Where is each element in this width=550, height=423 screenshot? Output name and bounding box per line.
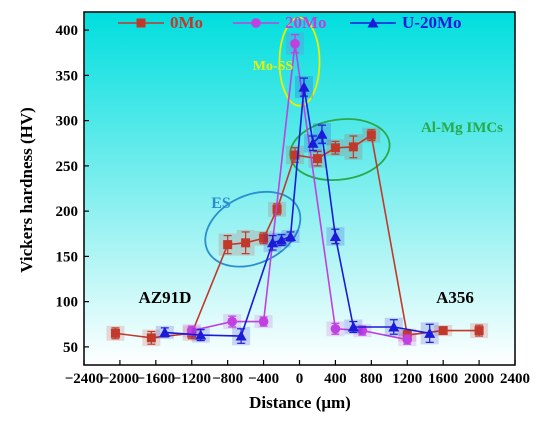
- data-point-s0mo: [110, 328, 120, 338]
- data-point-s20mo: [227, 316, 237, 327]
- y-tick-label: 400: [56, 23, 79, 39]
- y-tick-label: 150: [56, 249, 79, 265]
- data-point-su20mo: [285, 230, 297, 241]
- x-tick-label: 1600: [428, 371, 458, 387]
- data-point-su20mo: [424, 327, 436, 338]
- data-point-su20mo: [316, 128, 328, 139]
- x-axis-title: Distance (μm): [249, 393, 351, 412]
- al-mg-imcs-ellipse: [289, 118, 391, 181]
- legend-item-su20mo: U-20Mo: [350, 13, 461, 32]
- y-tick-label: 300: [56, 114, 79, 130]
- series-su20mo: [155, 76, 439, 346]
- x-tick-label: −2000: [101, 371, 140, 387]
- data-point-s0mo: [223, 240, 233, 250]
- y-tick-label: 200: [56, 204, 79, 220]
- legend-label-su20mo: U-20Mo: [402, 13, 461, 32]
- data-point-su20mo: [298, 81, 310, 92]
- data-point-su20mo: [388, 321, 400, 332]
- data-point-s0mo: [290, 150, 300, 160]
- data-point-s20mo: [330, 323, 341, 334]
- annotation-az91d: AZ91D: [139, 288, 192, 307]
- plot-background: [84, 12, 515, 365]
- data-point-su20mo: [159, 326, 171, 337]
- data-point-s20mo: [402, 334, 413, 345]
- x-tick-label: −800: [212, 371, 243, 387]
- data-point-s0mo: [241, 238, 251, 248]
- annotation-mo-ss: Mo-SS: [253, 59, 294, 74]
- data-point-s0mo: [330, 143, 340, 153]
- data-point-s0mo: [474, 326, 484, 336]
- legend-marker-su20mo: [367, 17, 379, 28]
- y-tick-label: 250: [56, 159, 79, 175]
- data-point-s0mo: [259, 233, 269, 243]
- x-tick-label: 800: [360, 371, 383, 387]
- annotation-es: ES: [211, 195, 231, 212]
- x-tick-label: −400: [248, 371, 279, 387]
- data-point-s20mo: [186, 325, 197, 336]
- y-tick-label: 50: [63, 340, 78, 356]
- legend-item-s0mo: 0Mo: [118, 13, 203, 32]
- x-tick-label: 2000: [464, 371, 494, 387]
- annotation-a356: A356: [436, 288, 474, 307]
- data-point-s0mo: [348, 142, 358, 152]
- series-s0mo: [106, 127, 489, 347]
- data-point-su20mo: [329, 230, 341, 241]
- x-tick-label: 2400: [500, 371, 530, 387]
- legend-item-s20mo: 20Mo: [233, 13, 327, 32]
- y-tick-label: 350: [56, 68, 79, 84]
- y-tick-label: 100: [56, 295, 79, 311]
- data-point-s0mo: [366, 130, 376, 140]
- y-axis-title: Vickers hardness (HV): [17, 107, 36, 273]
- legend-marker-s0mo: [136, 18, 146, 28]
- data-point-s20mo: [290, 38, 300, 49]
- data-point-su20mo: [267, 237, 279, 248]
- mo-ss-ellipse: [278, 16, 321, 107]
- data-point-s20mo: [357, 325, 368, 336]
- data-point-s20mo: [258, 316, 269, 327]
- x-tick-label: −2400: [65, 371, 104, 387]
- data-point-su20mo: [235, 330, 247, 341]
- annotation-al-mg-imcs: Al-Mg IMCs: [421, 120, 503, 136]
- x-tick-label: 400: [324, 371, 347, 387]
- data-point-su20mo: [276, 234, 288, 245]
- legend-label-s0mo: 0Mo: [170, 13, 203, 32]
- data-point-s0mo: [312, 154, 322, 164]
- data-point-s0mo: [146, 333, 156, 343]
- x-tick-label: 0: [296, 371, 304, 387]
- data-point-su20mo: [307, 137, 319, 148]
- x-tick-label: −1600: [137, 371, 176, 387]
- x-tick-label: −1200: [172, 371, 211, 387]
- legend-label-s20mo: 20Mo: [285, 13, 327, 32]
- data-point-su20mo: [195, 329, 207, 340]
- data-point-su20mo: [347, 321, 359, 332]
- x-tick-label: 1200: [392, 371, 422, 387]
- legend-marker-s20mo: [251, 18, 261, 28]
- data-point-s0mo: [438, 326, 448, 336]
